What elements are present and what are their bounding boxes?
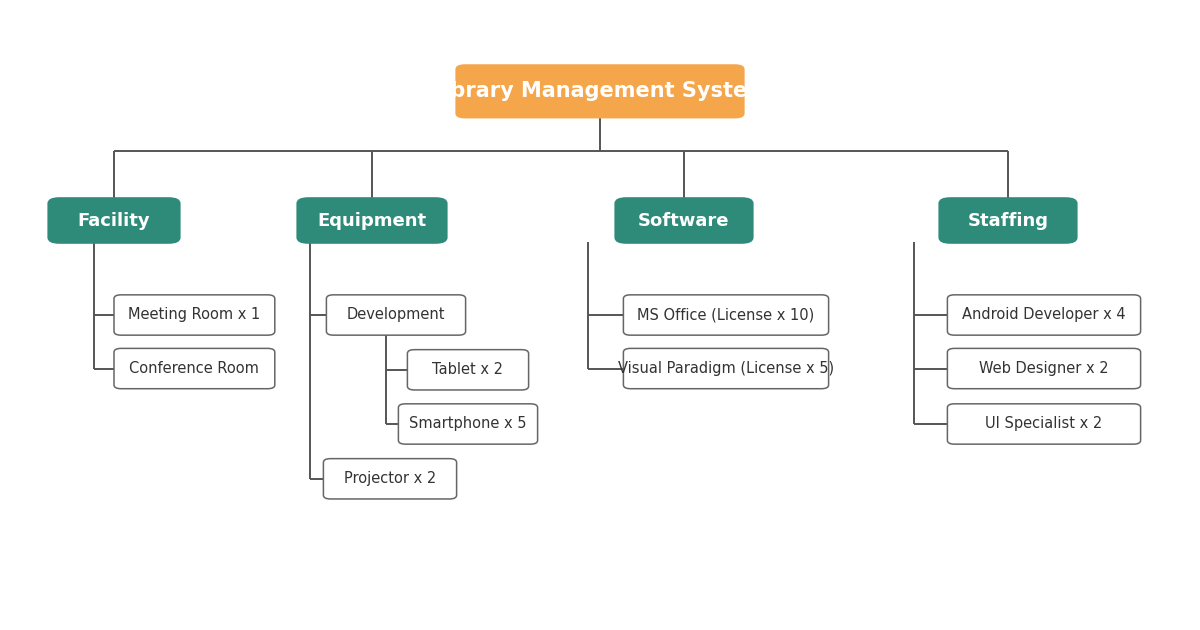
- FancyBboxPatch shape: [398, 404, 538, 444]
- Text: Library Management System: Library Management System: [431, 81, 769, 101]
- Text: Tablet x 2: Tablet x 2: [432, 362, 504, 377]
- FancyBboxPatch shape: [114, 295, 275, 335]
- Text: Staffing: Staffing: [967, 212, 1049, 229]
- FancyBboxPatch shape: [456, 64, 744, 118]
- Text: Android Developer x 4: Android Developer x 4: [962, 307, 1126, 323]
- FancyBboxPatch shape: [326, 295, 466, 335]
- Text: Visual Paradigm (License x 5): Visual Paradigm (License x 5): [618, 361, 834, 376]
- FancyBboxPatch shape: [938, 197, 1078, 244]
- FancyBboxPatch shape: [296, 197, 448, 244]
- FancyBboxPatch shape: [948, 404, 1140, 444]
- FancyBboxPatch shape: [948, 295, 1140, 335]
- FancyBboxPatch shape: [324, 459, 457, 499]
- Text: Equipment: Equipment: [318, 212, 426, 229]
- FancyBboxPatch shape: [614, 197, 754, 244]
- Text: Meeting Room x 1: Meeting Room x 1: [128, 307, 260, 323]
- FancyBboxPatch shape: [624, 348, 829, 389]
- Text: Facility: Facility: [78, 212, 150, 229]
- FancyBboxPatch shape: [408, 350, 529, 390]
- Text: Conference Room: Conference Room: [130, 361, 259, 376]
- FancyBboxPatch shape: [114, 348, 275, 389]
- Text: MS Office (License x 10): MS Office (License x 10): [637, 307, 815, 323]
- FancyBboxPatch shape: [624, 295, 829, 335]
- Text: Software: Software: [638, 212, 730, 229]
- Text: Smartphone x 5: Smartphone x 5: [409, 416, 527, 432]
- Text: UI Specialist x 2: UI Specialist x 2: [985, 416, 1103, 432]
- Text: Projector x 2: Projector x 2: [344, 471, 436, 486]
- FancyBboxPatch shape: [948, 348, 1140, 389]
- Text: Development: Development: [347, 307, 445, 323]
- FancyBboxPatch shape: [48, 197, 180, 244]
- Text: Web Designer x 2: Web Designer x 2: [979, 361, 1109, 376]
